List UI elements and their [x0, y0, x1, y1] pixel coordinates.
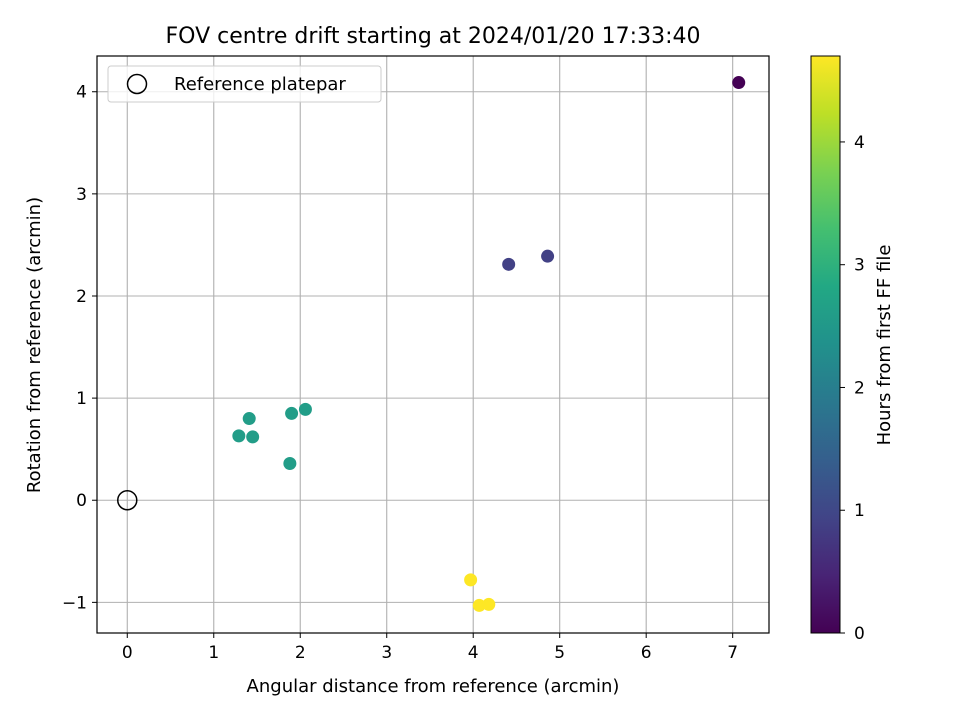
- x-tick-label: 5: [554, 643, 565, 663]
- data-point: [285, 406, 299, 420]
- x-tick-label: 2: [295, 643, 306, 663]
- plot-area-frame: [96, 55, 770, 634]
- reference-point-marker: [117, 489, 138, 511]
- colorbar-ticks: 0 1 2 3 4: [840, 133, 865, 644]
- legend-marker-reference: [126, 73, 148, 95]
- x-tick-label: 1: [208, 643, 219, 663]
- data-point: [298, 402, 312, 416]
- grid: [97, 56, 769, 633]
- x-tick-label: 0: [122, 643, 133, 663]
- data-point: [464, 573, 478, 587]
- data-point: [502, 257, 516, 271]
- y-tick-label: 2: [76, 287, 87, 307]
- data-point: [246, 430, 260, 444]
- y-tick-label: 4: [76, 83, 87, 103]
- colorbar-label: Hours from first FF file: [874, 245, 895, 446]
- y-axis-label: Rotation from reference (arcmin): [24, 197, 45, 493]
- data-point: [283, 456, 297, 470]
- x-axis-ticks: 0 1 2 3 4 5 6 7: [122, 633, 738, 663]
- x-tick-label: 3: [381, 643, 392, 663]
- y-axis-ticks: −1 0 1 2 3 4: [62, 83, 97, 613]
- x-tick-label: 4: [468, 643, 479, 663]
- x-axis-label: Angular distance from reference (arcmin): [247, 676, 620, 697]
- x-tick-label: 7: [727, 643, 738, 663]
- y-tick-label: 1: [76, 389, 87, 409]
- data-point: [482, 597, 496, 611]
- colorbar-tick-label: 3: [854, 256, 865, 276]
- colorbar-gradient: [810, 55, 841, 634]
- y-tick-label: −1: [62, 593, 87, 613]
- data-point: [242, 412, 256, 426]
- data-point: [541, 249, 555, 263]
- colorbar-tick-label: 2: [854, 378, 865, 398]
- data-point: [732, 76, 746, 90]
- legend: Reference platepar: [107, 65, 382, 103]
- colorbar-tick-label: 1: [854, 501, 865, 521]
- legend-box: [107, 65, 382, 103]
- chart-title: FOV centre drift starting at 2024/01/20 …: [166, 24, 701, 49]
- colorbar-tick-label: 0: [854, 624, 865, 644]
- data-point: [472, 598, 486, 612]
- legend-label-reference: Reference platepar: [174, 74, 346, 95]
- y-tick-label: 3: [76, 185, 87, 205]
- x-tick-label: 6: [641, 643, 652, 663]
- data-point: [232, 429, 246, 443]
- colorbar-tick-label: 4: [854, 133, 865, 153]
- colorbar: 0 1 2 3 4 Hours from first FF file: [810, 55, 895, 644]
- y-tick-label: 0: [76, 491, 87, 511]
- data-points: [117, 76, 746, 612]
